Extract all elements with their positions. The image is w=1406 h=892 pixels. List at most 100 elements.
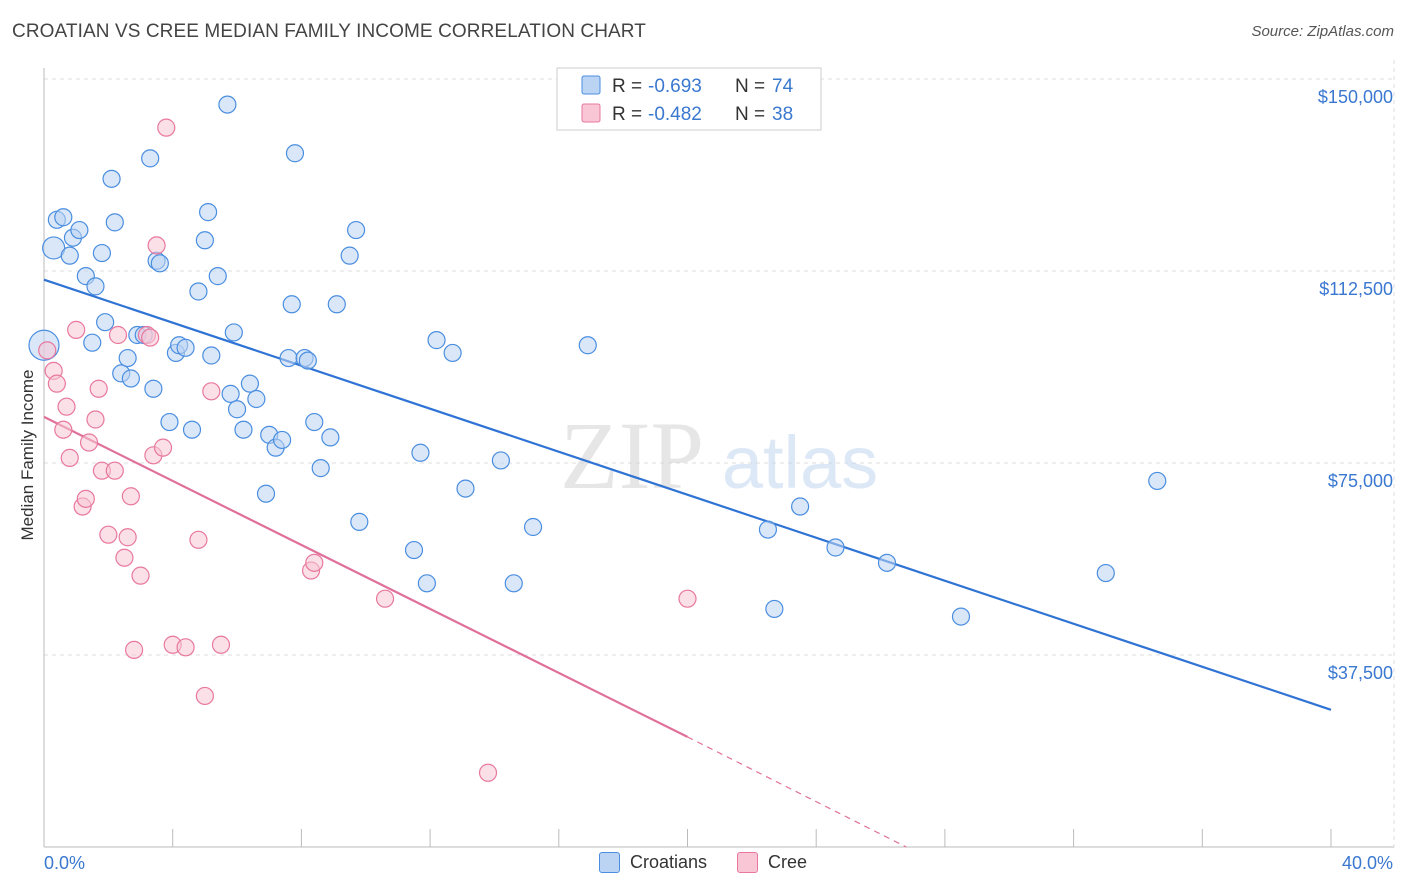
- croatians-point: [327, 295, 346, 314]
- croatians-point: [70, 220, 89, 240]
- croatians-point: [256, 484, 276, 503]
- cree-swatch: [737, 852, 759, 873]
- y-tick-label: $75,000: [1328, 471, 1393, 491]
- cree-point: [47, 374, 66, 393]
- croatians-point: [176, 338, 195, 357]
- cree-point: [305, 553, 324, 572]
- croatians-trend-line: [43, 278, 1332, 711]
- croatians-point: [321, 428, 340, 447]
- cree-point: [105, 461, 124, 480]
- watermark-atlas: atlas: [722, 421, 878, 504]
- croatians-point: [218, 95, 237, 114]
- legend-n-label-cree: N =: [735, 104, 770, 125]
- y-tick-label: $37,500: [1328, 663, 1393, 683]
- chart-title: CROATIAN VS CREE MEDIAN FAMILY INCOME CO…: [12, 21, 646, 42]
- croatians-point: [826, 538, 845, 557]
- trend-lines: [43, 278, 1332, 848]
- croatians-point: [96, 313, 115, 332]
- croatians-point: [305, 412, 324, 432]
- legend-r-value-cree: -0.482: [648, 104, 702, 125]
- croatians-point: [491, 451, 510, 470]
- croatians-point: [198, 203, 218, 222]
- legend-r-label-cree: R =: [612, 104, 647, 125]
- croatians-point: [150, 254, 169, 273]
- croatians-point: [877, 553, 897, 572]
- axes: [43, 68, 1394, 848]
- legend-item-croatians: Croatians: [598, 852, 708, 873]
- croatians-point: [456, 479, 475, 498]
- legend-box: [556, 67, 822, 131]
- cree-point: [131, 566, 150, 585]
- legend-swatch-cree: [581, 103, 601, 123]
- croatians-point: [411, 443, 430, 462]
- croatians-point: [272, 430, 292, 450]
- croatians-point: [279, 348, 298, 368]
- y-tick-label: $150,000: [1318, 87, 1393, 107]
- cree-point: [121, 487, 140, 506]
- croatians-point: [227, 400, 247, 419]
- cree-point: [67, 320, 86, 339]
- croatians-point: [121, 369, 140, 388]
- croatians-point: [118, 348, 137, 368]
- cree-point: [678, 589, 697, 608]
- croatians-point: [86, 277, 105, 296]
- croatians-point: [758, 520, 778, 539]
- y-tick-labels: $37,500 $75,000 $112,500 $150,000: [1318, 87, 1393, 683]
- croatians-point: [105, 213, 124, 232]
- cree-point: [157, 118, 176, 137]
- cree-point: [86, 410, 105, 429]
- croatians-point: [54, 208, 73, 227]
- legend-r-label-croatians: R =: [612, 76, 647, 97]
- cree-point: [124, 640, 144, 659]
- cree-point: [38, 341, 57, 360]
- cree-point: [54, 420, 73, 439]
- chart-source: Source: ZipAtlas.com: [1251, 23, 1394, 40]
- croatians-point: [346, 220, 366, 240]
- series-legend: Croatians Cree: [0, 852, 1406, 873]
- croatians-point: [504, 574, 523, 593]
- croatians-point: [417, 574, 436, 593]
- cree-point: [189, 530, 208, 549]
- cree-point: [118, 528, 137, 547]
- cree-point: [202, 382, 221, 401]
- croatians-point: [443, 343, 462, 363]
- croatians-point: [1148, 471, 1167, 491]
- croatians-points: [28, 95, 1167, 626]
- legend-n-value-croatians: 74: [772, 76, 794, 97]
- croatians-point: [282, 295, 301, 314]
- x-tick-label-max: 40.0%: [1341, 853, 1393, 873]
- croatians-point: [144, 379, 163, 398]
- cree-point: [89, 379, 108, 398]
- croatians-point: [141, 149, 160, 168]
- croatians-point: [102, 169, 121, 188]
- croatians-point: [60, 246, 79, 265]
- x-tick-label-min: 0.0%: [44, 853, 86, 873]
- croatians-point: [234, 420, 253, 439]
- cree-trend-line: [43, 415, 688, 738]
- croatians-point: [427, 331, 446, 350]
- croatians-point: [221, 384, 240, 403]
- croatians-point: [951, 607, 971, 626]
- cree-point: [195, 686, 214, 706]
- croatians-point: [240, 374, 260, 393]
- legend-label-cree: Cree: [768, 852, 808, 872]
- legend-swatch-croatians: [581, 75, 601, 95]
- cree-point: [153, 438, 173, 457]
- watermark: ZIP atlas: [560, 402, 878, 509]
- croatians-point: [160, 412, 179, 432]
- croatians-point: [202, 346, 221, 365]
- croatians-point: [224, 323, 243, 342]
- croatians-swatch: [598, 852, 620, 873]
- croatians-point: [182, 420, 202, 439]
- y-tick-label: $112,500: [1319, 279, 1393, 299]
- legend-label-croatians: Croatians: [629, 852, 708, 872]
- croatians-point: [298, 351, 317, 370]
- croatians-point: [285, 144, 305, 163]
- cree-trend-line-extension: [687, 736, 907, 848]
- legend-item-cree: Cree: [737, 852, 807, 873]
- croatians-point: [791, 497, 810, 516]
- croatians-point: [765, 599, 784, 619]
- croatians-point: [189, 282, 208, 301]
- cree-point: [375, 589, 395, 608]
